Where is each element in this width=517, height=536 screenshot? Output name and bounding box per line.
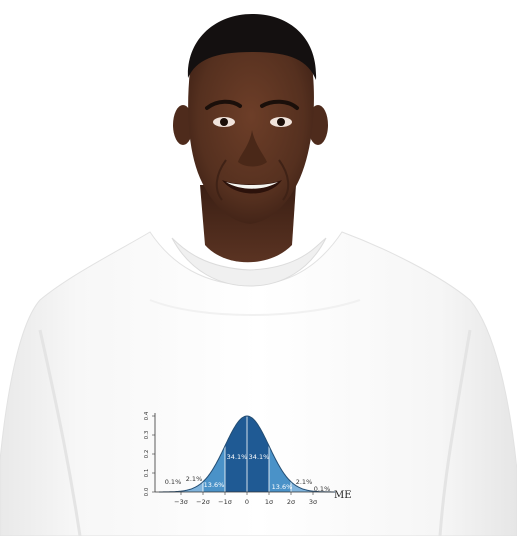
- y-tick-label-3: 0.3: [144, 430, 150, 439]
- axis-label-me: ME: [334, 490, 352, 501]
- region-label-1: 2.1%: [186, 475, 203, 483]
- x-tick-label-0: −3σ: [174, 498, 188, 506]
- region-label-7: 0.1%: [314, 485, 331, 493]
- x-tick-label-4: 1σ: [265, 498, 273, 506]
- region-label-4: 34.1%: [249, 453, 270, 461]
- region-label-2: 13.6%: [204, 481, 225, 489]
- x-tick-label-6: 3σ: [309, 498, 317, 506]
- y-tick-label-2: 0.2: [144, 450, 150, 459]
- region-label-3: 34.1%: [227, 453, 248, 461]
- y-tick-label-4: 0.4: [144, 411, 150, 420]
- y-tick-label-1: 0.1: [144, 469, 150, 478]
- x-tick-label-5: 2σ: [287, 498, 295, 506]
- x-tick-label-2: −1σ: [218, 498, 232, 506]
- region-label-6: 2.1%: [296, 478, 313, 486]
- x-axis-ticks: −3σ −2σ −1σ 0 1σ 2σ 3σ: [174, 492, 317, 506]
- region-label-5: 13.6%: [272, 483, 293, 491]
- region-label-0: 0.1%: [165, 478, 182, 486]
- x-tick-label-3: 0: [245, 498, 249, 506]
- x-tick-label-1: −2σ: [196, 498, 210, 506]
- y-tick-label-0: 0.0: [144, 487, 150, 496]
- y-axis-ticks: 0.0 0.1 0.2 0.3 0.4: [144, 411, 155, 496]
